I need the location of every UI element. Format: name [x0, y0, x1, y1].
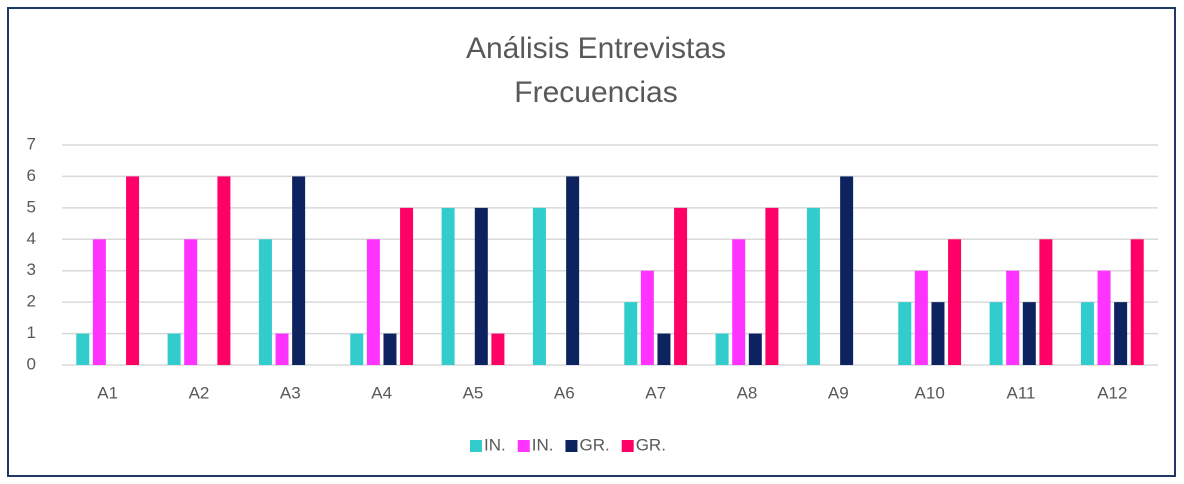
legend-swatch — [565, 440, 578, 452]
legend-label: IN. — [532, 435, 554, 454]
y-tick-label: 0 — [27, 354, 36, 373]
x-tick-label: A11 — [1007, 383, 1036, 402]
bar — [566, 176, 580, 365]
bar — [732, 239, 746, 365]
chart-title: Análisis Entrevistas — [466, 32, 726, 65]
bar — [474, 207, 488, 365]
bar — [989, 302, 1003, 365]
bar — [491, 333, 505, 365]
bar — [1006, 270, 1020, 365]
x-tick-label: A2 — [189, 383, 210, 402]
bar — [275, 333, 289, 365]
y-tick-label: 6 — [27, 166, 36, 185]
bar — [1080, 302, 1094, 365]
bar — [383, 333, 397, 365]
bar — [441, 207, 455, 365]
y-tick-label: 7 — [27, 134, 36, 153]
x-tick-label: A10 — [915, 383, 945, 402]
legend-swatch — [517, 440, 530, 452]
x-tick-label: A1 — [97, 383, 118, 402]
bar — [840, 176, 854, 365]
bar — [1114, 302, 1128, 365]
bar — [898, 302, 912, 365]
bar — [532, 207, 546, 365]
legend-swatch — [470, 440, 482, 452]
y-tick-label: 5 — [27, 197, 36, 216]
y-tick-label: 4 — [27, 229, 36, 248]
x-tick-label: A12 — [1097, 383, 1127, 402]
chart-frame — [7, 7, 1176, 477]
chart-title: Frecuencias — [514, 76, 677, 109]
bar — [350, 333, 364, 365]
legend-label: IN. — [484, 435, 506, 454]
bar — [806, 207, 820, 365]
bar — [258, 239, 272, 365]
legend-label: GR. — [636, 435, 666, 454]
x-tick-label: A5 — [463, 383, 484, 402]
x-tick-label: A8 — [737, 383, 758, 402]
bar — [126, 176, 140, 365]
bar — [914, 270, 928, 365]
bar — [92, 239, 106, 365]
bar — [217, 176, 231, 365]
bar — [1039, 239, 1053, 365]
y-tick-label: 3 — [27, 260, 36, 279]
bar — [715, 333, 729, 365]
bar — [366, 239, 380, 365]
x-tick-label: A9 — [828, 383, 849, 402]
x-tick-label: A3 — [280, 383, 301, 402]
bar — [167, 333, 181, 365]
x-tick-label: A7 — [645, 383, 666, 402]
x-tick-label: A4 — [371, 383, 392, 402]
y-tick-label: 1 — [27, 323, 36, 342]
bar — [624, 302, 638, 365]
bar — [657, 333, 671, 365]
bar — [765, 207, 779, 365]
bar — [184, 239, 198, 365]
legend-label: GR. — [579, 435, 609, 454]
bar — [400, 207, 414, 365]
bar — [1097, 270, 1111, 365]
bar — [748, 333, 762, 365]
bar — [931, 302, 945, 365]
bar — [948, 239, 962, 365]
bar — [76, 333, 90, 365]
y-tick-label: 2 — [27, 292, 36, 311]
x-tick-label: A6 — [554, 383, 575, 402]
bar — [640, 270, 654, 365]
bar — [292, 176, 306, 365]
bar — [674, 207, 688, 365]
bar — [1130, 239, 1144, 365]
bar — [1022, 302, 1036, 365]
legend-swatch — [621, 440, 634, 452]
